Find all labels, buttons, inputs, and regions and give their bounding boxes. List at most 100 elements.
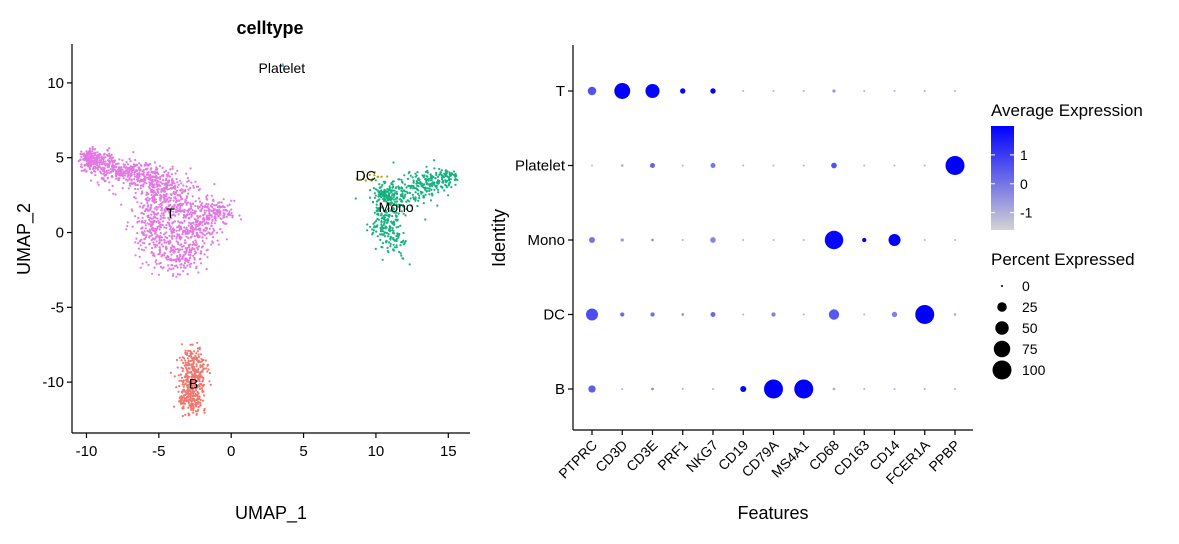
umap-point bbox=[407, 185, 410, 188]
umap-point bbox=[161, 182, 164, 185]
umap-point bbox=[218, 209, 221, 212]
umap-point bbox=[223, 212, 226, 215]
umap-point bbox=[176, 169, 179, 172]
umap-point bbox=[91, 160, 94, 164]
umap-point bbox=[225, 238, 228, 241]
umap-point bbox=[172, 190, 175, 193]
umap-point bbox=[190, 407, 193, 410]
umap-point bbox=[392, 220, 395, 223]
umap-point bbox=[189, 202, 192, 205]
umap-point bbox=[117, 178, 120, 181]
umap-point bbox=[159, 181, 162, 184]
umap-point bbox=[141, 262, 144, 265]
umap-point bbox=[384, 216, 387, 219]
umap-point bbox=[185, 384, 189, 387]
umap-point bbox=[141, 231, 144, 235]
dot bbox=[620, 238, 624, 242]
umap-point bbox=[176, 181, 179, 184]
umap-point bbox=[142, 233, 145, 237]
umap-point bbox=[179, 196, 182, 199]
dot bbox=[710, 237, 716, 243]
umap-point bbox=[87, 159, 90, 162]
umap-point bbox=[417, 179, 420, 182]
umap-point bbox=[197, 245, 200, 248]
dot bbox=[863, 313, 866, 316]
umap-point bbox=[175, 205, 178, 208]
umap-point bbox=[171, 234, 174, 237]
umap-point bbox=[437, 191, 440, 194]
umap-point bbox=[230, 212, 233, 215]
umap-point bbox=[185, 172, 188, 175]
umap-title: celltype bbox=[236, 18, 303, 38]
umap-point bbox=[205, 221, 208, 224]
dot bbox=[710, 311, 716, 318]
umap-point bbox=[207, 214, 210, 217]
umap-point bbox=[414, 172, 417, 175]
umap-point bbox=[119, 170, 122, 173]
umap-point bbox=[126, 170, 129, 173]
umap-point bbox=[172, 229, 175, 232]
size-key-dot bbox=[1001, 285, 1003, 287]
umap-point bbox=[193, 256, 196, 259]
umap-point bbox=[185, 257, 188, 260]
umap-point bbox=[81, 153, 84, 156]
umap-point bbox=[199, 220, 202, 223]
umap-point bbox=[176, 266, 179, 269]
umap-point bbox=[397, 205, 400, 208]
umap-point bbox=[116, 172, 119, 175]
umap-point bbox=[203, 409, 206, 412]
umap-point bbox=[184, 359, 187, 362]
umap-point bbox=[159, 184, 162, 187]
umap-point bbox=[436, 175, 440, 178]
umap-point bbox=[184, 266, 187, 269]
umap-point bbox=[403, 183, 406, 186]
umap-point bbox=[153, 215, 156, 218]
umap-point bbox=[102, 160, 105, 163]
umap-point bbox=[173, 220, 177, 223]
umap-point bbox=[158, 203, 161, 206]
umap-point bbox=[195, 401, 198, 405]
umap-point bbox=[102, 172, 105, 176]
umap-point bbox=[188, 363, 192, 366]
dot bbox=[771, 312, 776, 317]
umap-point bbox=[89, 162, 92, 165]
umap-point bbox=[184, 351, 187, 354]
dot bbox=[620, 164, 624, 167]
umap-point bbox=[200, 357, 203, 360]
umap-point bbox=[147, 171, 150, 174]
umap-point bbox=[438, 173, 441, 176]
umap-point bbox=[394, 186, 397, 190]
umap-point bbox=[381, 216, 384, 219]
color-tick-label: -1 bbox=[1020, 205, 1033, 221]
umap-point bbox=[160, 212, 163, 215]
umap-point bbox=[384, 213, 387, 217]
umap-point bbox=[386, 175, 389, 178]
umap-point bbox=[381, 194, 384, 197]
umap-point bbox=[170, 173, 173, 176]
umap-point bbox=[155, 181, 158, 185]
dot bbox=[772, 239, 775, 241]
umap-point bbox=[159, 199, 162, 202]
umap-point bbox=[186, 391, 189, 394]
umap-point bbox=[145, 234, 148, 237]
umap-point bbox=[213, 229, 216, 232]
dotplot-feature-ticks: PTPRCCD3DCD3EPRF1NKG7CD19CD79AMS4A1CD68C… bbox=[555, 430, 963, 487]
umap-point bbox=[101, 156, 104, 159]
umap-point bbox=[187, 359, 190, 362]
umap-point bbox=[135, 169, 139, 172]
umap-point bbox=[87, 150, 90, 153]
umap-point bbox=[185, 398, 188, 401]
legend-color-ticks: 1 0 -1 bbox=[991, 147, 1033, 221]
umap-point bbox=[181, 202, 185, 206]
umap-point bbox=[130, 178, 133, 181]
umap-point bbox=[172, 258, 175, 261]
umap-point bbox=[148, 235, 151, 238]
umap-point bbox=[155, 183, 159, 186]
umap-point bbox=[368, 225, 372, 228]
umap-point bbox=[135, 237, 138, 240]
umap-point bbox=[401, 190, 404, 193]
umap-point bbox=[155, 259, 158, 262]
umap-point bbox=[151, 210, 154, 213]
umap-point bbox=[200, 353, 203, 356]
umap-point bbox=[183, 262, 187, 265]
